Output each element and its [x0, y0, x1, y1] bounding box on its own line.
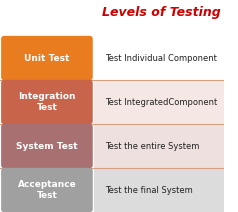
FancyBboxPatch shape: [0, 124, 94, 168]
FancyBboxPatch shape: [1, 80, 93, 124]
Text: Unit Test: Unit Test: [24, 54, 70, 63]
FancyBboxPatch shape: [94, 124, 223, 168]
Text: Test the entire System: Test the entire System: [105, 142, 199, 151]
Text: Test Individual Component: Test Individual Component: [105, 54, 217, 63]
Text: Test IntegratedComponent: Test IntegratedComponent: [105, 98, 217, 106]
FancyBboxPatch shape: [94, 168, 223, 212]
Text: Acceptance
Test: Acceptance Test: [18, 180, 76, 200]
Text: Test the final System: Test the final System: [105, 186, 193, 194]
FancyBboxPatch shape: [1, 124, 93, 168]
Text: Levels of Testing: Levels of Testing: [102, 6, 220, 19]
FancyBboxPatch shape: [94, 80, 223, 124]
Text: System Test: System Test: [16, 142, 78, 151]
FancyBboxPatch shape: [1, 36, 93, 80]
FancyBboxPatch shape: [0, 80, 94, 124]
FancyBboxPatch shape: [94, 36, 223, 80]
FancyBboxPatch shape: [1, 168, 93, 212]
FancyBboxPatch shape: [0, 168, 94, 212]
Text: Integration
Test: Integration Test: [18, 92, 76, 112]
FancyBboxPatch shape: [0, 36, 94, 80]
